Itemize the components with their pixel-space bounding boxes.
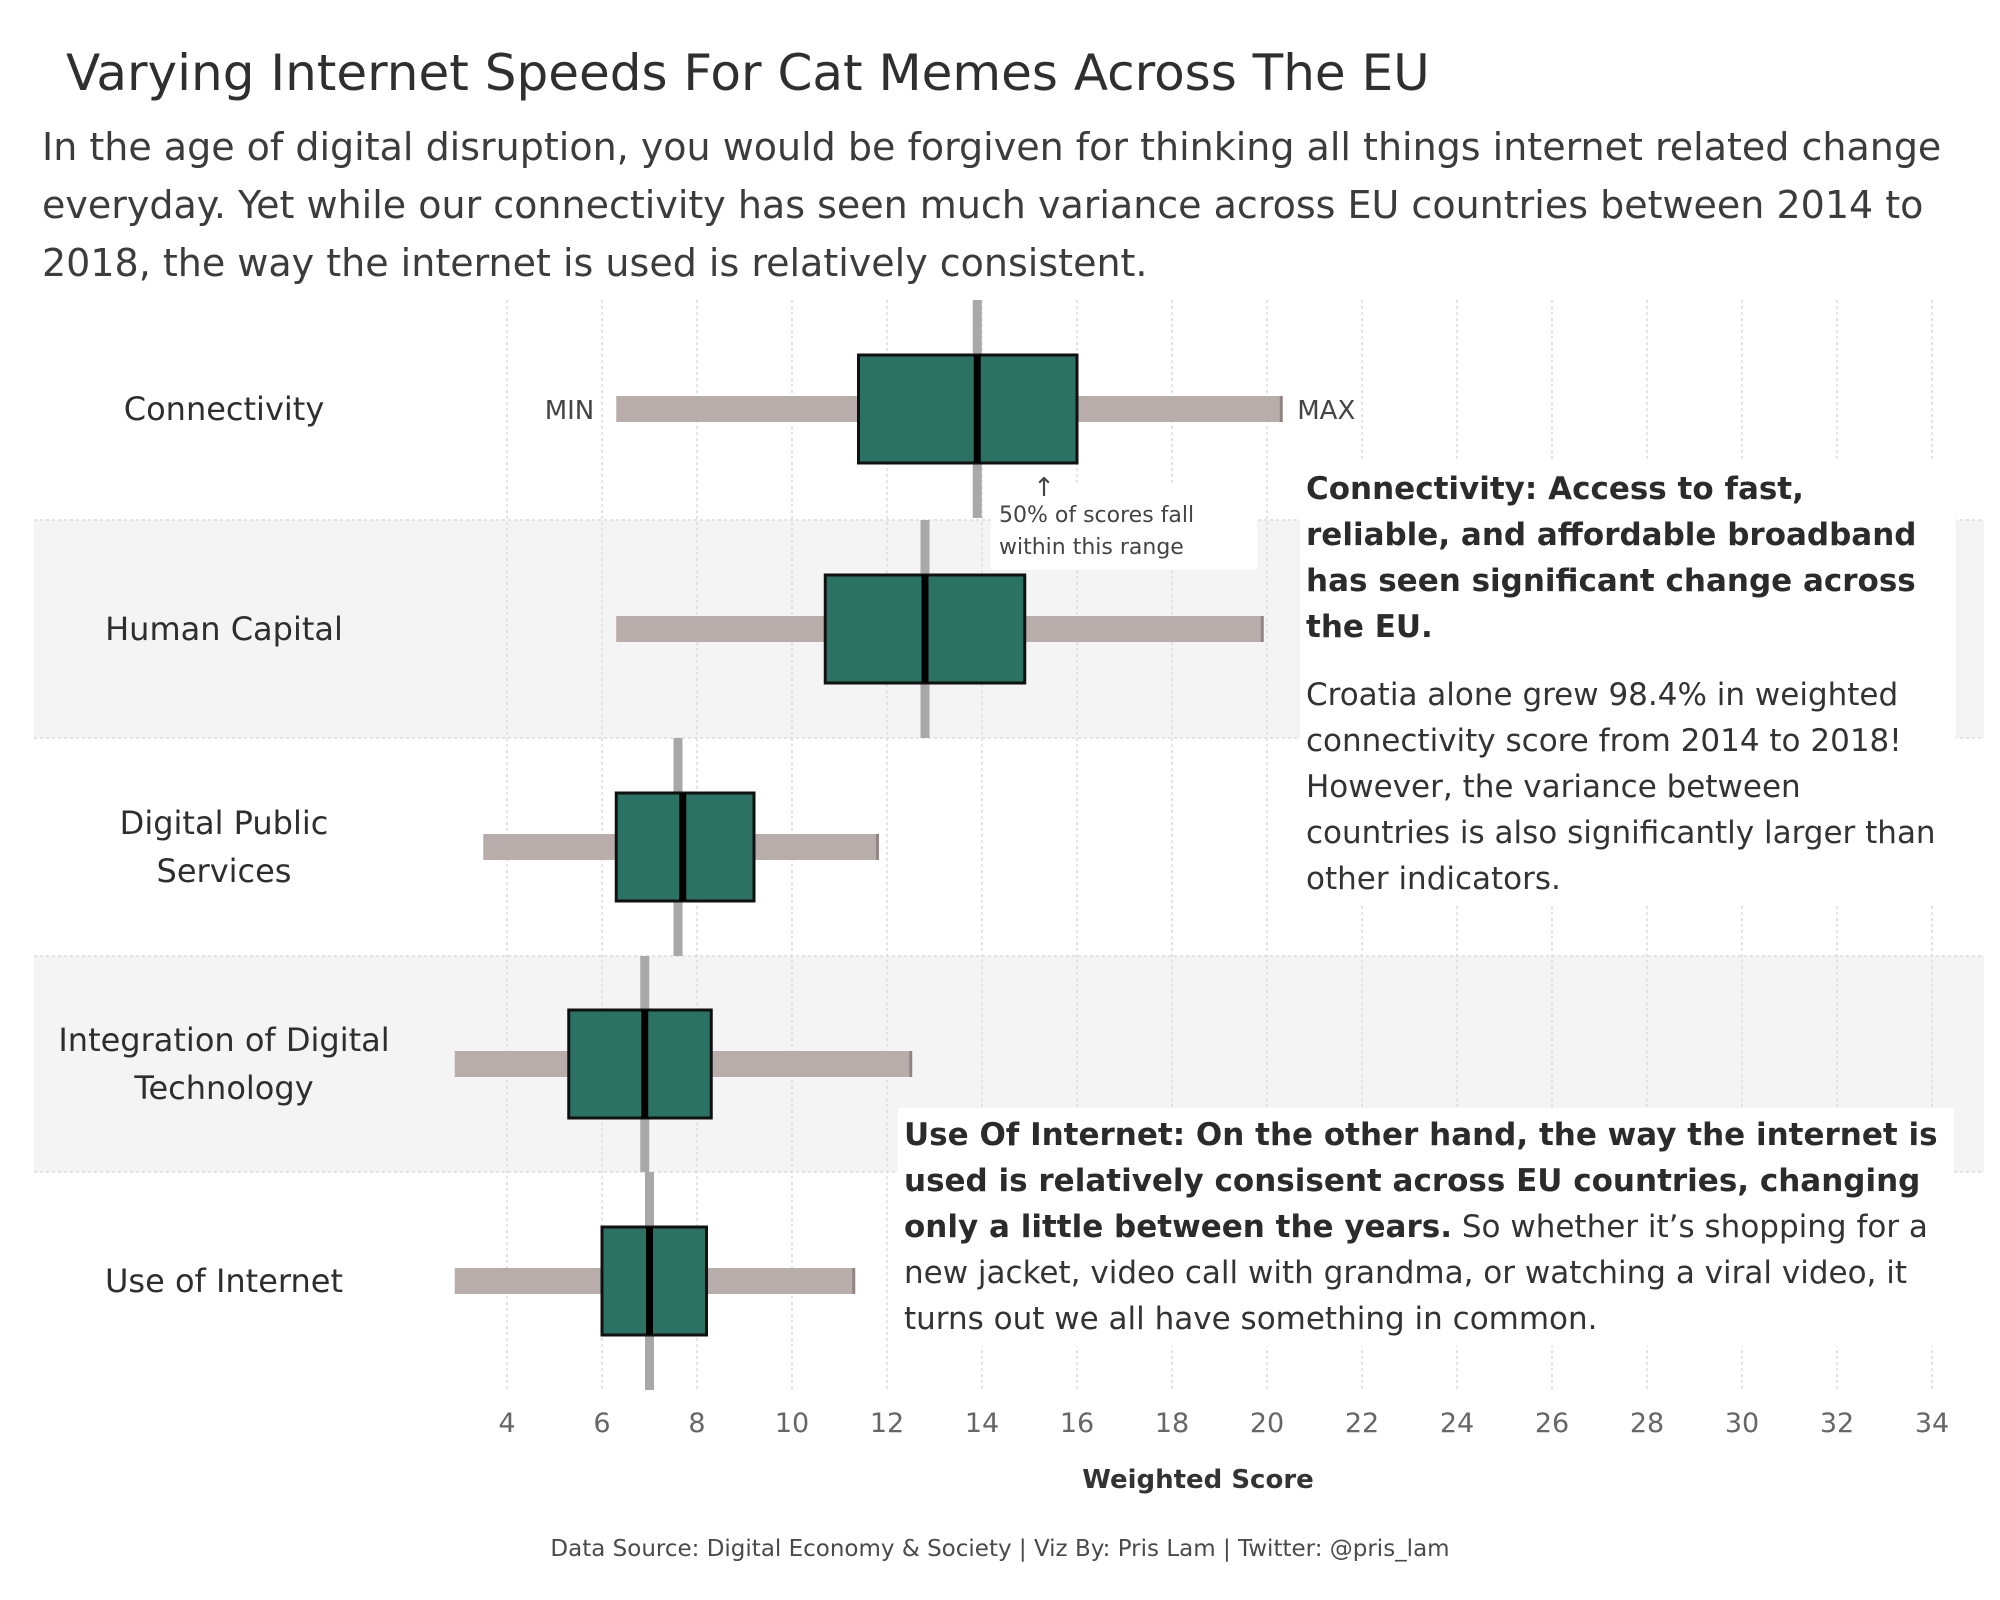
tick-label: 28 <box>1630 1408 1664 1439</box>
tick-label: 22 <box>1345 1408 1379 1439</box>
connectivity-callout-body: Croatia alone grew 98.4% in weighted con… <box>1306 677 1936 897</box>
iqr-box <box>567 1008 713 1120</box>
use-of-internet-callout-body: So whether it’s shopping for a new jacke… <box>904 1209 1928 1337</box>
tick-label: 10 <box>775 1408 809 1439</box>
category-label: Connectivity <box>124 390 325 428</box>
tick-label: 8 <box>688 1408 705 1439</box>
tick-label: 20 <box>1250 1408 1284 1439</box>
tick-label: 32 <box>1820 1408 1854 1439</box>
max-label: MAX <box>1297 396 1355 426</box>
tick-label: 12 <box>870 1408 904 1439</box>
annotations: MIN MAX ↑50% of scores fall within this ran… <box>545 396 1355 570</box>
use-of-internet-callout-heading: Use Of Internet: On the other hand, the … <box>904 1117 1938 1245</box>
iqr-box <box>600 1225 708 1337</box>
connectivity-callout-heading: Connectivity: Access to fast, reliable, … <box>1306 471 1917 645</box>
range-note: within this range <box>999 535 1184 560</box>
x-axis-title: Weighted Score <box>1082 1465 1314 1495</box>
category-label: Integration of Digital Technology <box>58 1021 389 1107</box>
category-label: Digital Public Services <box>120 804 329 890</box>
tick-label: 16 <box>1060 1408 1094 1439</box>
tick-label: 30 <box>1725 1408 1759 1439</box>
boxes <box>567 353 1079 1337</box>
tick-label: 14 <box>965 1408 999 1439</box>
x-axis-ticks: 4 6 8 10 12 14 16 18 20 22 24 26 28 30 32 34 <box>498 1408 1949 1439</box>
range-note-background <box>991 486 1257 570</box>
min-label: MIN <box>545 396 595 426</box>
iqr-box <box>857 353 1079 465</box>
connectivity-callout: Connectivity: Access to fast, reliable, … <box>1300 462 1956 906</box>
tick-label: 4 <box>498 1408 515 1439</box>
page-subtitle: In the age of digital disruption, you wo… <box>42 125 1942 285</box>
tick-label: 6 <box>593 1408 610 1439</box>
range-note: 50% of scores fall <box>999 503 1194 528</box>
tick-label: 26 <box>1535 1408 1569 1439</box>
tick-label: 24 <box>1440 1408 1474 1439</box>
category-label: Use of Internet <box>105 1262 343 1300</box>
tick-label: 18 <box>1155 1408 1189 1439</box>
median-lines <box>641 355 981 1335</box>
footer-credits: Data Source: Digital Economy & Society |… <box>550 1536 1450 1562</box>
page-title: Varying Internet Speeds For Cat Memes Ac… <box>66 44 1430 102</box>
tick-label: 34 <box>1915 1408 1949 1439</box>
category-label: Human Capital <box>105 610 343 648</box>
use-of-internet-callout: Use Of Internet: On the other hand, the … <box>898 1108 1954 1346</box>
category-labels: Connectivity Human Capital Digital Public S… <box>58 390 389 1300</box>
range-arrow: ↑ <box>1033 473 1055 503</box>
